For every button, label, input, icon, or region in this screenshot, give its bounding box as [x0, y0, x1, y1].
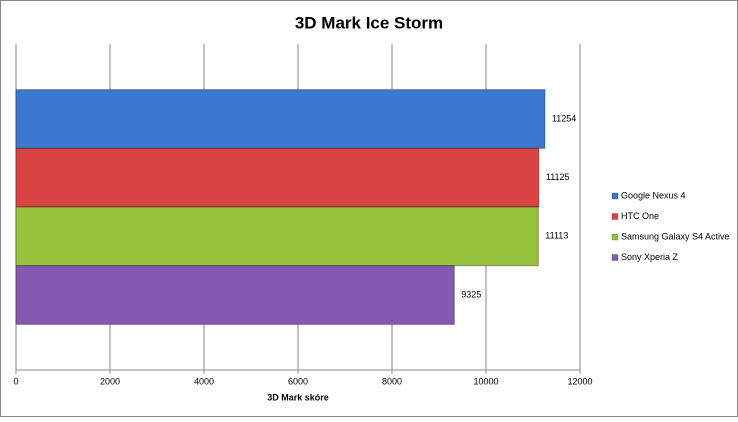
legend-label: Samsung Galaxy S4 Active: [621, 231, 730, 241]
x-tick-label: 2000: [100, 376, 120, 386]
chart-title: 3D Mark Ice Storm: [295, 13, 443, 32]
x-tick-label: 10000: [473, 376, 498, 386]
data-label: 9325: [461, 289, 481, 299]
data-label: 11113: [545, 231, 568, 241]
legend-swatch: [611, 254, 619, 261]
legend-swatch: [611, 192, 619, 200]
legend-label: Sony Xperia Z: [621, 252, 679, 262]
bar: [15, 265, 455, 325]
x-tick-label: 4000: [194, 376, 214, 386]
x-axis-title: 3D Mark skóre: [267, 392, 329, 402]
bar: [15, 89, 546, 149]
bar: [15, 206, 539, 267]
data-label: 11125: [546, 172, 570, 182]
legend-label: Google Nexus 4: [621, 190, 686, 200]
legend-swatch: [611, 213, 619, 220]
bar: [15, 147, 540, 208]
legend-label: HTC One: [621, 211, 659, 221]
legend-swatch: [611, 233, 619, 241]
x-tick-label: 0: [13, 376, 18, 386]
x-tick-label: 6000: [288, 376, 308, 386]
x-tick-label: 12000: [567, 376, 592, 386]
data-label: 11254: [552, 113, 576, 123]
x-tick-label: 8000: [382, 376, 402, 386]
